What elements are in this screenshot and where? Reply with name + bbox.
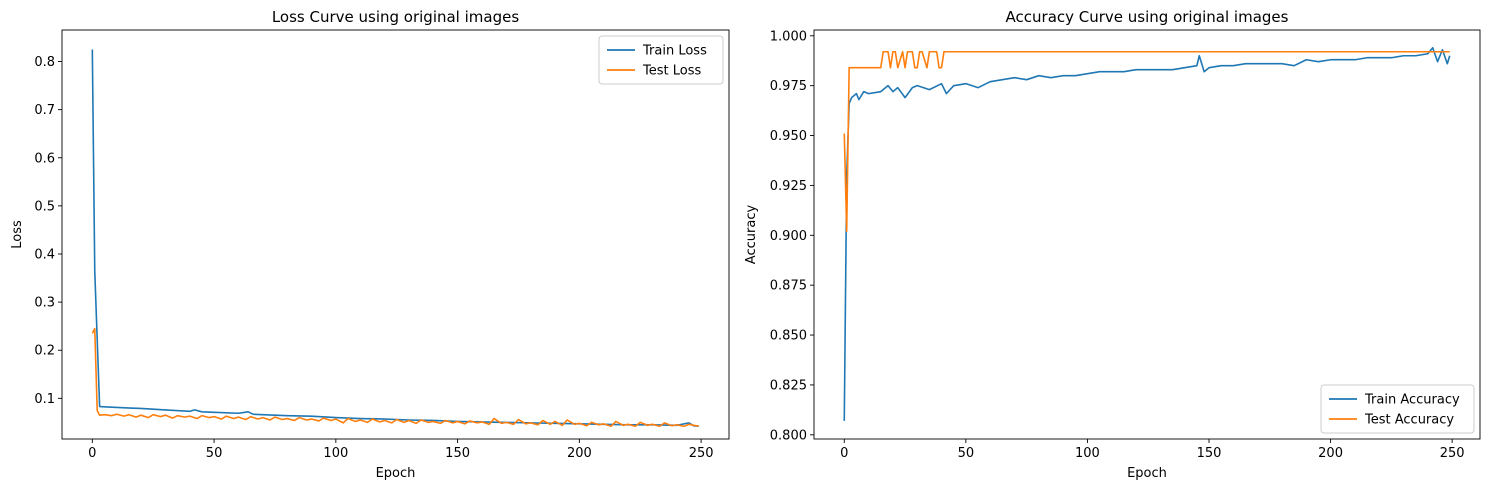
x-axis-label: Epoch xyxy=(376,466,416,481)
legend-label: Test Accuracy xyxy=(1364,413,1454,428)
legend-box xyxy=(1320,384,1475,434)
y-tick-label: 0.975 xyxy=(770,79,807,94)
x-tick-label: 100 xyxy=(1075,446,1100,461)
y-tick-label: 0.900 xyxy=(770,229,807,244)
x-tick-label: 200 xyxy=(567,446,592,461)
axes-frame xyxy=(813,29,1481,440)
x-tick-label: 250 xyxy=(689,446,714,461)
legend-label: Test Loss xyxy=(642,64,701,79)
series-line-train xyxy=(91,49,699,428)
y-tick-label: 0.825 xyxy=(770,378,807,393)
y-tick-label: 0.4 xyxy=(34,247,55,262)
y-tick-label: 0.8 xyxy=(34,55,55,70)
legend: Train Accuracy Test Accuracy xyxy=(1320,384,1475,434)
y-tick-label: 0.5 xyxy=(34,199,55,214)
y-tick-label: 0.7 xyxy=(34,103,55,118)
y-tick-label: 0.875 xyxy=(770,279,807,294)
x-tick-label: 200 xyxy=(1318,446,1343,461)
x-tick-label: 0 xyxy=(840,446,848,461)
y-tick-label: 0.800 xyxy=(770,428,807,443)
x-tick-label: 250 xyxy=(1440,446,1465,461)
y-tick-label: 0.1 xyxy=(34,392,55,407)
series-line-test xyxy=(843,50,1450,233)
x-tick-label: 150 xyxy=(445,446,470,461)
axes-frame xyxy=(61,29,730,440)
y-tick-label: 0.3 xyxy=(34,296,55,311)
series-line-train xyxy=(843,46,1451,421)
legend-label: Train Loss xyxy=(642,44,707,59)
y-tick-label: 0.925 xyxy=(770,179,807,194)
chart-panel-2: Accuracy Curve using original images 0 50 1… xyxy=(744,8,1481,481)
x-tick-label: 0 xyxy=(88,446,96,461)
y-axis-label: Accuracy xyxy=(744,205,759,265)
y-tick-label: 1.000 xyxy=(770,29,807,44)
series-line-test xyxy=(91,327,699,428)
x-tick-label: 100 xyxy=(323,446,348,461)
y-tick-label: 0.950 xyxy=(770,129,807,144)
x-tick-label: 50 xyxy=(206,446,223,461)
chart-title: Loss Curve using original images xyxy=(272,8,520,26)
x-axis-label: Epoch xyxy=(1127,466,1167,481)
x-tick-label: 150 xyxy=(1197,446,1222,461)
y-tick-label: 0.6 xyxy=(34,151,55,166)
chart-panel-1: Loss Curve using original images 0 50 100 15… xyxy=(10,8,730,481)
y-tick-label: 0.2 xyxy=(34,344,55,359)
x-tick-label: 50 xyxy=(958,446,975,461)
chart-title: Accuracy Curve using original images xyxy=(1006,8,1289,26)
y-axis-label: Loss xyxy=(10,220,25,249)
legend-label: Train Accuracy xyxy=(1364,393,1460,408)
legend: Train Loss Test Loss xyxy=(598,35,724,85)
y-tick-label: 0.850 xyxy=(770,329,807,344)
legend-box xyxy=(598,35,724,85)
